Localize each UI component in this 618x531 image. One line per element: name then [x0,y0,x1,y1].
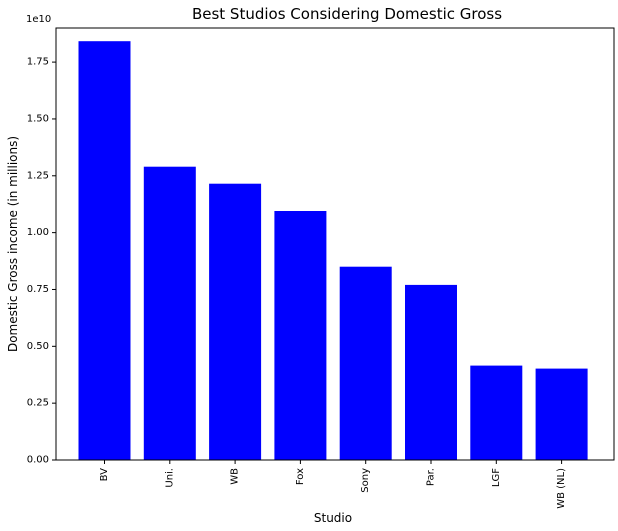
x-axis-ticks: BV Uni. WB Fox Sony Par. LGF WB (NL) [99,460,567,509]
bar-wb [209,183,262,460]
y-tick-label: 1.25 [27,170,49,181]
x-axis-label: Studio [314,511,352,525]
x-tick-label: Sony [360,468,371,493]
y-tick-label: 1.50 [27,113,49,124]
y-tick-label: 0.75 [27,284,49,295]
x-tick-label: BV [99,468,110,482]
x-tick-label: WB [230,468,241,485]
y-axis-label: Domestic Gross income (in millions) [6,136,20,352]
chart-title: Best Studios Considering Domestic Gross [192,5,502,23]
x-tick-label: WB (NL) [556,468,567,509]
bar-par [405,284,457,460]
plot-frame [55,27,615,461]
bar-fox [274,211,327,460]
y-axis-ticks: 0.00 0.25 0.50 0.75 1.00 1.25 1.50 1.75 [27,57,56,466]
y-tick-label: 0.50 [27,341,49,352]
bar-uni [143,166,196,460]
x-tick-label: LGF [491,468,502,487]
y-tick-label: 1.75 [27,57,49,68]
bar-bv [78,41,131,460]
y-tick-label: 1.00 [27,227,49,238]
bar-sony [339,266,392,460]
x-tick-label: Par. [426,468,437,486]
bar-lgf [470,365,523,460]
x-tick-label: Fox [295,468,306,485]
bars-group [78,41,588,460]
bar-wb-nl [535,368,588,460]
y-offset-label: 1e10 [26,14,51,25]
y-tick-label: 0.00 [27,455,49,466]
y-tick-label: 0.25 [27,398,49,409]
x-tick-label: Uni. [164,468,175,488]
